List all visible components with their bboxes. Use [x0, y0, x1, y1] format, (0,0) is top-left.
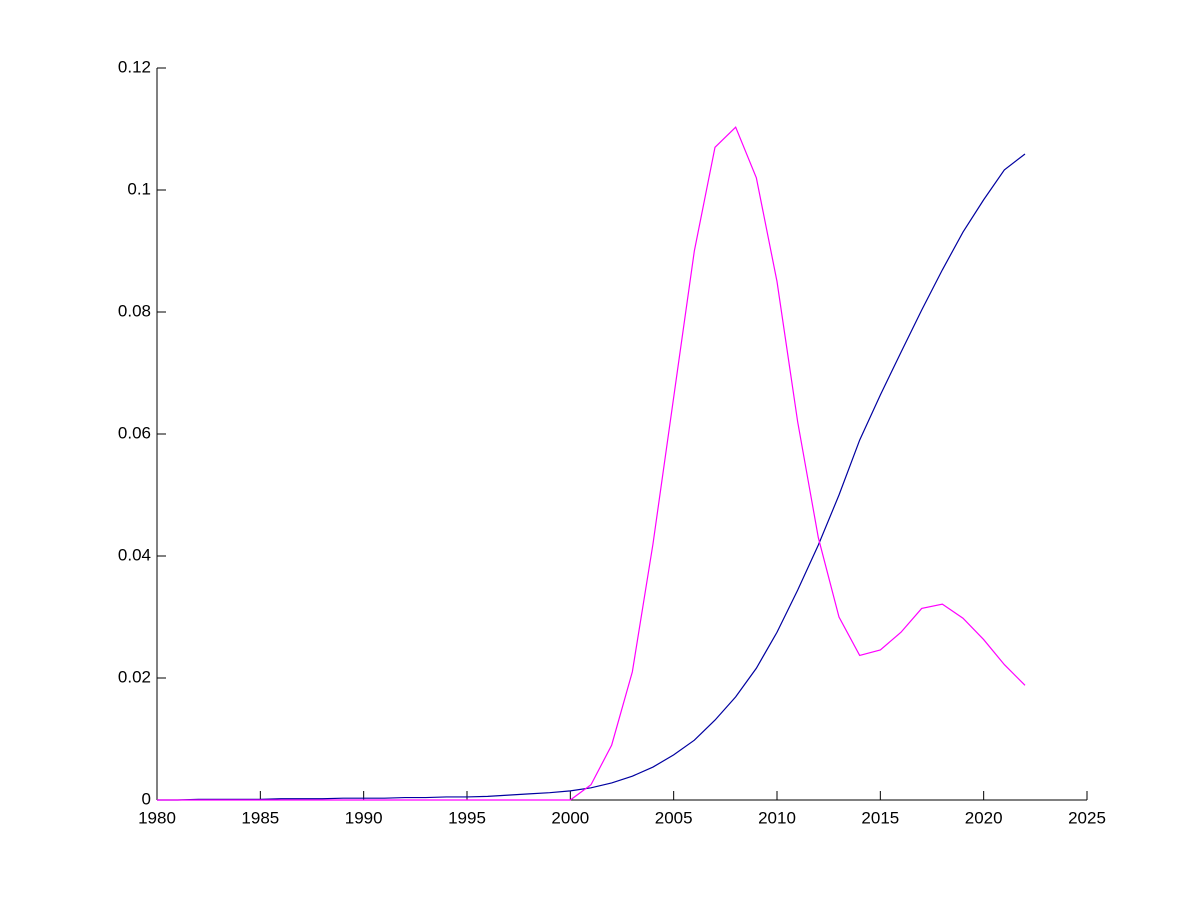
x-tick-label: 1990 [345, 808, 383, 827]
y-tick-label: 0.04 [118, 545, 151, 564]
x-tick-label: 2020 [965, 808, 1003, 827]
x-tick-label: 2025 [1068, 808, 1106, 827]
y-tick-label: 0.1 [127, 179, 151, 198]
y-tick-label: 0.08 [118, 301, 151, 320]
y-tick-label: 0.06 [118, 423, 151, 442]
x-tick-label: 2015 [861, 808, 899, 827]
x-tick-label: 2005 [655, 808, 693, 827]
x-tick-label: 1995 [448, 808, 486, 827]
x-tick-label: 1980 [138, 808, 176, 827]
y-tick-label: 0.02 [118, 667, 151, 686]
line [157, 126, 1026, 801]
line [157, 153, 1026, 801]
x-tick-label: 1985 [241, 808, 279, 827]
x-tick-label: 2010 [758, 808, 796, 827]
x-tick-label: 2000 [551, 808, 589, 827]
y-tick-label: 0.12 [118, 57, 151, 76]
y-tick-label: 0 [142, 789, 151, 808]
